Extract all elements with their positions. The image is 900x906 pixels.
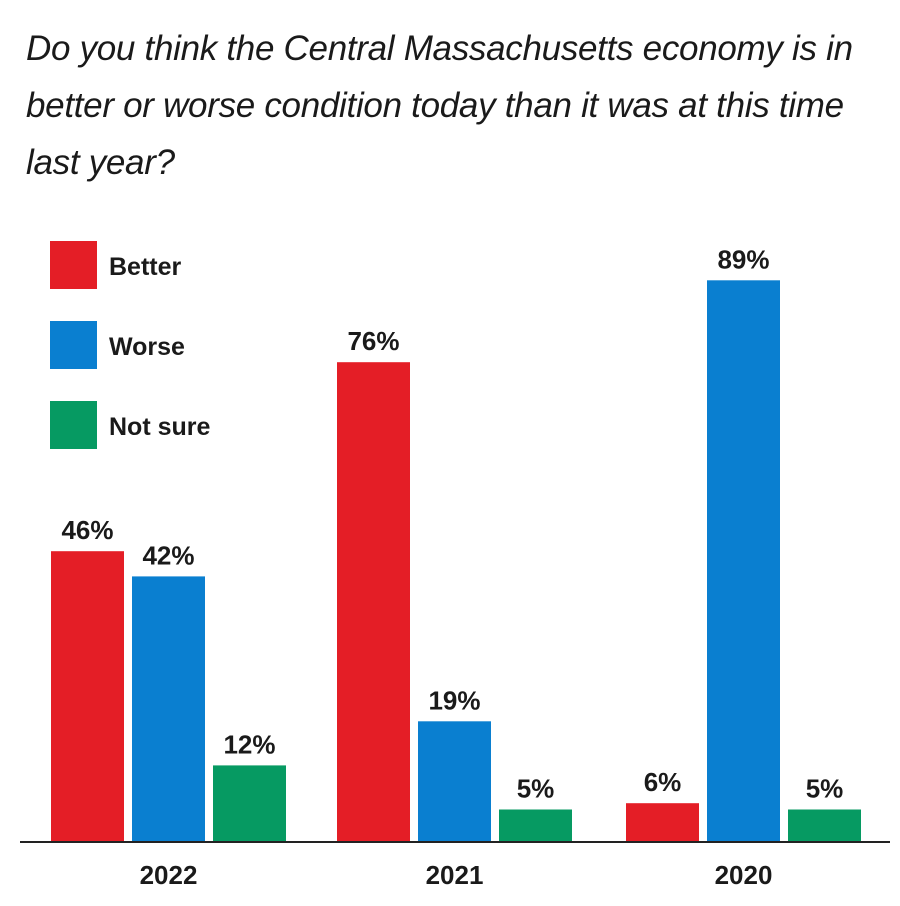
bar-better-2020 [626, 803, 699, 841]
bars [51, 280, 861, 841]
bar-better-2022 [51, 551, 124, 841]
legend-swatch-worse [50, 321, 97, 369]
bar-worse-2020 [707, 280, 780, 841]
legend-label-worse: Worse [109, 333, 185, 361]
legend: Better Worse Not sure [50, 241, 211, 449]
legend-label-better: Better [109, 253, 182, 281]
bar-not-sure-2020 [788, 809, 861, 841]
x-tick-label-2020: 2020 [715, 860, 773, 890]
value-label-better-2022: 46% [61, 515, 113, 545]
bar-worse-2022 [132, 576, 205, 841]
x-axis-tick-labels: 2022 2021 2020 [140, 860, 773, 890]
legend-swatch-better [50, 241, 97, 289]
value-label-worse-2021: 19% [428, 685, 480, 715]
legend-label-not-sure: Not sure [109, 413, 211, 441]
bar-not-sure-2022 [213, 765, 286, 841]
value-label-worse-2020: 89% [717, 244, 769, 274]
chart-title: Do you think the Central Massachusetts e… [26, 29, 853, 182]
bar-not-sure-2021 [499, 809, 572, 841]
value-label-not-sure-2022: 12% [223, 729, 275, 759]
value-label-better-2020: 6% [644, 767, 682, 797]
value-label-not-sure-2020: 5% [806, 774, 844, 804]
legend-swatch-not-sure [50, 401, 97, 449]
value-label-worse-2022: 42% [142, 540, 194, 570]
x-tick-label-2022: 2022 [140, 860, 198, 890]
value-label-not-sure-2021: 5% [517, 774, 555, 804]
value-label-better-2021: 76% [347, 326, 399, 356]
bar-worse-2021 [418, 721, 491, 841]
value-labels: 46% 42% 12% 76% 19% 5% 6% 89% 5% [61, 244, 843, 803]
bar-better-2021 [337, 362, 410, 841]
x-tick-label-2021: 2021 [426, 860, 484, 890]
